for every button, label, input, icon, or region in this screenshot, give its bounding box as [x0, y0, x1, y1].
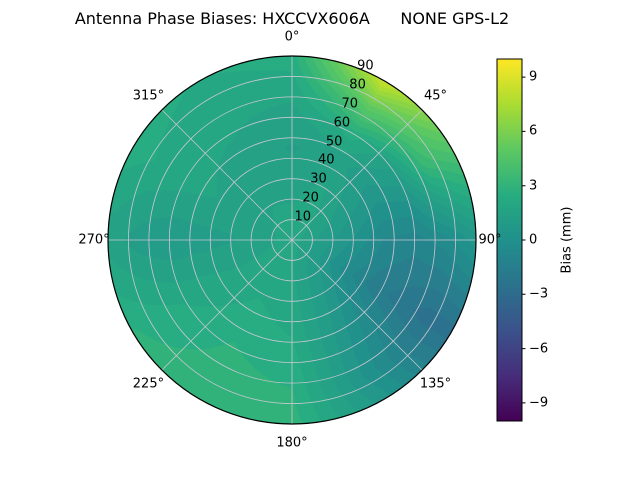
theta-tick-label: 45° — [424, 88, 448, 104]
colorbar-tick-label: 0 — [529, 232, 538, 248]
radial-tick-label: 60 — [333, 115, 351, 131]
chart-title: Antenna Phase Biases: HXCCVX606A NONE GP… — [74, 9, 510, 28]
radial-tick-label: 10 — [294, 209, 312, 225]
theta-tick-label: 225° — [132, 376, 165, 392]
theta-tick-label: 270° — [78, 232, 110, 248]
colorbar-tick-label: −6 — [529, 341, 549, 357]
colorbar-label: Bias (mm) — [559, 206, 575, 274]
theta-tick-label: 315° — [132, 88, 165, 104]
colorbar-tick-label: −3 — [529, 286, 549, 302]
colorbar-tick-label: 9 — [529, 69, 538, 85]
colorbar-tick-label: 6 — [529, 123, 538, 139]
theta-tick-label: 180° — [276, 435, 308, 451]
theta-tick-label: 90° — [478, 232, 502, 248]
theta-tick-label: 135° — [419, 376, 452, 392]
radial-tick-label: 70 — [341, 96, 359, 112]
colorbar-tick-label: −9 — [529, 395, 549, 411]
radial-tick-label: 40 — [318, 152, 335, 168]
radial-tick-label: 50 — [325, 134, 343, 150]
theta-tick-label: 0° — [284, 29, 300, 45]
radial-tick-label: 20 — [302, 190, 319, 206]
colorbar-tick-label: 3 — [529, 178, 538, 194]
radial-tick-label: 30 — [310, 171, 327, 187]
radial-tick-label: 90 — [357, 58, 374, 74]
radial-tick-label: 80 — [349, 77, 366, 93]
